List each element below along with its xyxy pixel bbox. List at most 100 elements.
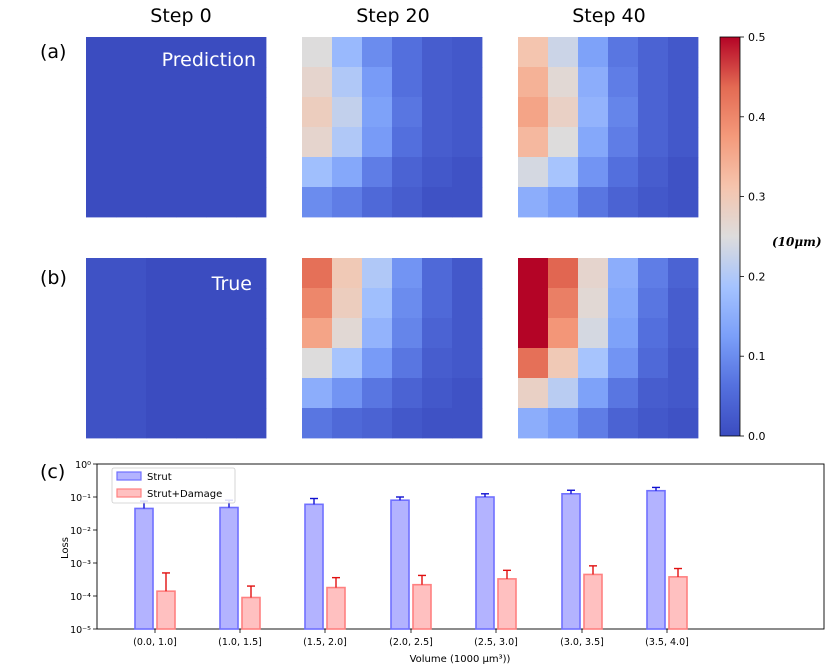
heatmap-cell [176, 37, 207, 68]
heatmap-cell [206, 288, 237, 319]
heatmap-cell [578, 127, 609, 158]
heatmap-cell [146, 37, 177, 68]
heatmap-cell [548, 378, 579, 409]
heatmap-cell [422, 157, 453, 188]
heatmap-cell [518, 288, 549, 319]
heatmap-cell [146, 127, 177, 158]
heatmap-cell [608, 288, 639, 319]
heatmap-cell [452, 127, 483, 158]
heatmap-cell [236, 288, 267, 319]
heatmap-cell [608, 318, 639, 349]
panel-label-a: (a) [40, 41, 66, 63]
heatmap-cell [116, 378, 147, 409]
heatmap-cell [452, 258, 483, 289]
heatmap-cell [302, 67, 333, 98]
heatmap-cell [452, 288, 483, 319]
heatmap-cell [302, 97, 333, 128]
heatmap-cell [638, 157, 669, 188]
heatmap-cell [146, 378, 177, 409]
heatmap-cell [578, 318, 609, 349]
heatmap-cell [518, 157, 549, 188]
x-tick-label: (1.0, 1.5] [218, 637, 262, 648]
y-axis-label: Loss [60, 537, 71, 559]
legend-swatch-strut [116, 471, 142, 481]
heatmap-prediction-step-40 [518, 37, 699, 218]
heatmap-prediction-step-0 [86, 37, 267, 218]
heatmap-cell [608, 348, 639, 379]
heatmap-cell [86, 408, 117, 439]
heatmap-cell [362, 348, 393, 379]
heatmap-cell [452, 348, 483, 379]
heatmap-cell [116, 408, 147, 439]
heatmap-cell [206, 157, 237, 188]
heatmap-cell [548, 288, 579, 319]
y-tick-label: 10⁰ [75, 460, 91, 471]
heatmap-cell [392, 318, 423, 349]
heatmap-cell [578, 288, 609, 319]
heatmap-cell [176, 348, 207, 379]
heatmap-cell [668, 97, 699, 128]
heatmap-cell [392, 258, 423, 289]
heatmap-cell [548, 408, 579, 439]
colorbar-tick-label: 0.1 [748, 350, 766, 363]
heatmap-cell [518, 348, 549, 379]
heatmap-cell [668, 187, 699, 218]
heatmap-cell [518, 408, 549, 439]
heatmap-cell [86, 157, 117, 188]
heatmap-cell [176, 157, 207, 188]
heatmap-cell [422, 67, 453, 98]
heatmap-cell [116, 97, 147, 128]
colorbar-tick-label: 0.2 [748, 270, 766, 283]
heatmap-cell [332, 318, 363, 349]
heatmap-cell [86, 37, 117, 68]
heatmap-cell [638, 408, 669, 439]
heatmap-cell [146, 318, 177, 349]
heatmap-cell [362, 157, 393, 188]
heatmap-cell [362, 258, 393, 289]
heatmap-cell [206, 127, 237, 158]
x-tick-label: (1.5, 2.0] [303, 637, 347, 648]
heatmap-cell [422, 37, 453, 68]
heatmap-cell [206, 187, 237, 218]
heatmap-cell [518, 67, 549, 98]
heatmap-cell [176, 67, 207, 98]
heatmap-cell [176, 187, 207, 218]
heatmap-cell [236, 348, 267, 379]
bar-strut-damage [412, 583, 432, 630]
heatmap-cell [668, 348, 699, 379]
heatmap-cell [392, 97, 423, 128]
heatmap-cell [176, 378, 207, 409]
heatmap-prediction-step-20 [302, 37, 483, 218]
heatmap-cell [116, 187, 147, 218]
heatmap-cell [206, 318, 237, 349]
heatmap-cell [332, 127, 363, 158]
heatmap-cell [422, 97, 453, 128]
heatmap-true-step-20 [302, 258, 483, 439]
column-title-step-0: Step 0 [150, 5, 211, 27]
heatmap-cell [302, 408, 333, 439]
bar-strut [475, 496, 495, 630]
heatmap-cell [578, 37, 609, 68]
heatmap-cell [668, 288, 699, 319]
heatmap-cell [236, 127, 267, 158]
heatmap-cell [392, 157, 423, 188]
heatmap-cell [638, 288, 669, 319]
bar-strut [219, 506, 239, 630]
heatmap-cell [392, 67, 423, 98]
heatmap-cell [116, 348, 147, 379]
heatmap-cell [548, 67, 579, 98]
heatmap-cell [548, 258, 579, 289]
heatmap-cell [236, 157, 267, 188]
bar-strut-damage [497, 578, 517, 630]
heatmap-cell [206, 348, 237, 379]
heatmap-cell [548, 157, 579, 188]
heatmap-cell [332, 37, 363, 68]
heatmap-cell [236, 187, 267, 218]
heatmap-cell [668, 127, 699, 158]
legend: Strut Strut+Damage [111, 467, 236, 504]
heatmap-cell [146, 408, 177, 439]
heatmap-cell [302, 348, 333, 379]
heatmap-cell [146, 258, 177, 289]
heatmap-cell [176, 288, 207, 319]
heatmap-cell [392, 288, 423, 319]
